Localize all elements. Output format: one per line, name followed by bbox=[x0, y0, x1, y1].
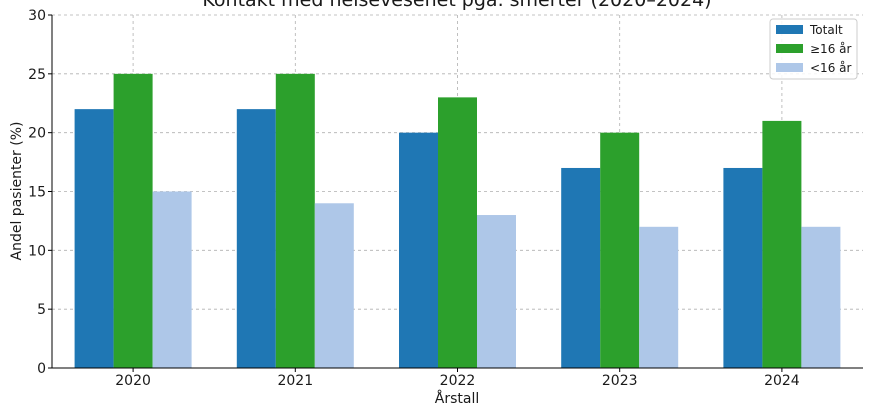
x-axis-label: Årstall bbox=[435, 390, 479, 407]
legend-swatch bbox=[776, 25, 803, 34]
bar--16-r-2021 bbox=[275, 73, 315, 368]
bar-totalt-2021 bbox=[236, 109, 276, 368]
y-axis-label: Andel pasienter (%) bbox=[9, 122, 25, 261]
bar--16-r-2023 bbox=[600, 132, 640, 368]
y-ticks: 0 5 10 15 20 25 30 bbox=[28, 8, 52, 377]
legend: Totalt ≥16 år <16 år bbox=[769, 18, 858, 80]
legend-label: ≥16 år bbox=[810, 42, 851, 56]
x-tick-label: 2020 bbox=[115, 373, 151, 389]
y-tick-label: 0 bbox=[37, 361, 46, 377]
x-ticks: 2020 2021 2022 2023 2024 bbox=[115, 368, 800, 389]
y-tick-label: 15 bbox=[28, 185, 46, 201]
bar--16-r-2022 bbox=[438, 97, 477, 368]
bar--16-r-2023 bbox=[639, 226, 679, 368]
bar-totalt-2024 bbox=[723, 167, 763, 368]
x-tick-label: 2021 bbox=[277, 373, 313, 389]
bar--16-r-2020 bbox=[152, 191, 192, 368]
y-tick-label: 5 bbox=[37, 302, 46, 318]
legend-label: <16 år bbox=[810, 61, 851, 75]
y-tick-label: 25 bbox=[28, 67, 46, 83]
bar-totalt-2020 bbox=[74, 109, 114, 368]
y-tick-label: 20 bbox=[28, 126, 46, 142]
legend-label: Totalt bbox=[809, 23, 843, 37]
bar--16-r-2024 bbox=[801, 226, 841, 368]
bar-totalt-2023 bbox=[561, 167, 601, 368]
bar--16-r-2024 bbox=[762, 120, 802, 369]
chart-title: Kontakt med helsevesenet pga. smerter (2… bbox=[202, 0, 711, 11]
legend-swatch bbox=[776, 44, 803, 53]
bars bbox=[74, 73, 841, 369]
x-tick-label: 2023 bbox=[602, 373, 638, 389]
x-tick-label: 2022 bbox=[440, 373, 476, 389]
y-tick-label: 30 bbox=[28, 8, 46, 24]
bar-totalt-2022 bbox=[399, 132, 438, 368]
x-tick-label: 2024 bbox=[764, 373, 800, 389]
bar--16-r-2022 bbox=[477, 215, 516, 368]
y-tick-label: 10 bbox=[28, 243, 46, 259]
legend-swatch bbox=[776, 63, 803, 72]
bar--16-r-2021 bbox=[314, 203, 354, 368]
bar--16-r-2020 bbox=[113, 73, 153, 368]
